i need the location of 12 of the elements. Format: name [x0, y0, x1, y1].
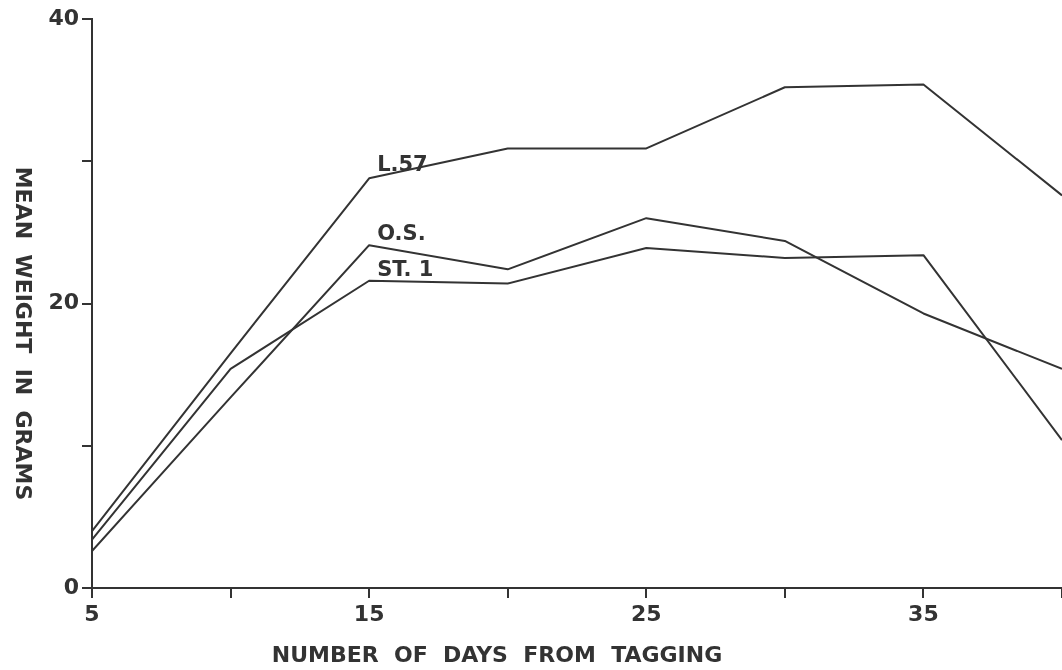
- y-tick-label: 40: [48, 4, 79, 30]
- x-tick-label: 15: [353, 600, 385, 626]
- series-label: L.57: [377, 152, 428, 177]
- series-label: ST. 1: [377, 256, 434, 281]
- y-axis-title: MEAN WEIGHT IN GRAMS: [11, 166, 37, 501]
- x-tick-label: 25: [630, 600, 662, 626]
- x-tick-label: 5: [84, 600, 100, 626]
- y-tick-label: 20: [48, 289, 79, 315]
- x-axis-title: NUMBER OF DAYS FROM TAGGING: [271, 642, 723, 667]
- series-label: O.S.: [377, 221, 426, 246]
- y-tick-label: 0: [63, 573, 79, 599]
- x-tick-label: 35: [908, 600, 939, 626]
